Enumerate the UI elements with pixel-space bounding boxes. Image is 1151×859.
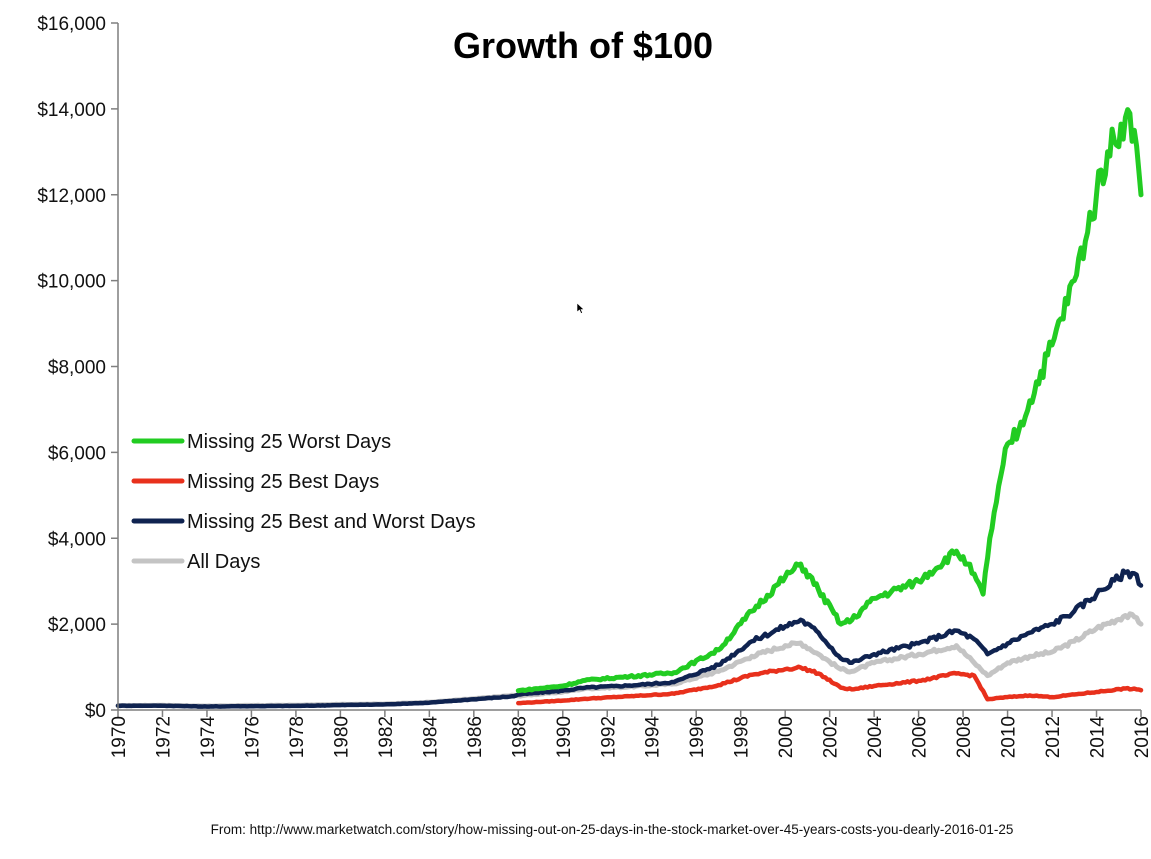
x-tick-label: 2012 (1043, 716, 1064, 758)
series-line-missing-25-worst-days (515, 107, 1144, 694)
y-tick-label: $0 (85, 701, 106, 722)
series-layer (115, 107, 1144, 709)
y-tick-label: $2,000 (48, 615, 106, 636)
y-tick-label: $6,000 (48, 443, 106, 464)
y-tick-label: $16,000 (37, 14, 106, 35)
legend-label: Missing 25 Worst Days (187, 431, 391, 453)
x-tick-label: 1974 (198, 716, 219, 759)
x-tick-label: 2016 (1132, 716, 1151, 758)
plot-area: $0 $2,000 $4,000 $6,000 $8,000 $10,000 $12,000… (37, 14, 1151, 758)
x-tick-label: 1986 (465, 716, 486, 758)
x-tick-label: 2010 (999, 716, 1020, 758)
legend-item: All Days (131, 551, 260, 573)
x-tick-label: 1996 (687, 716, 708, 758)
legend-label: Missing 25 Best Days (187, 471, 379, 493)
x-tick-label: 1994 (643, 716, 664, 759)
x-tick-label: 1970 (109, 716, 130, 758)
chart-title: Growth of $100 (453, 25, 713, 66)
x-tick-label: 2000 (776, 716, 797, 758)
x-tick-label: 2008 (954, 716, 975, 758)
series-line-missing-25-best-days (516, 664, 1144, 706)
y-tick-label: $12,000 (37, 186, 106, 207)
legend-label: Missing 25 Best and Worst Days (187, 511, 476, 533)
mouse-cursor-icon (576, 302, 585, 314)
x-tick-label: 2014 (1088, 716, 1109, 759)
x-axis-ticks: 1970 1972 1974 1976 1978 1980 1982 1984 1986 1988… (109, 710, 1151, 758)
x-tick-label: 1972 (153, 716, 174, 758)
x-tick-label: 1998 (732, 716, 753, 758)
x-tick-label: 2002 (821, 716, 842, 758)
x-tick-label: 2006 (910, 716, 931, 758)
legend-item: Missing 25 Best and Worst Days (131, 511, 476, 533)
x-tick-label: 1984 (420, 716, 441, 759)
x-tick-label: 1982 (376, 716, 397, 758)
series-line-missing-25-best-and-worst-days (115, 568, 1144, 709)
x-tick-label: 1988 (509, 716, 530, 758)
legend: Missing 25 Worst Days Missing 25 Best Day… (131, 431, 476, 573)
legend-item: Missing 25 Worst Days (131, 431, 391, 453)
x-tick-label: 2004 (865, 716, 886, 759)
legend-label: All Days (187, 551, 260, 573)
y-tick-label: $8,000 (48, 358, 106, 379)
x-tick-label: 1976 (242, 716, 263, 758)
y-axis-ticks: $0 $2,000 $4,000 $6,000 $8,000 $10,000 $12,000… (37, 14, 118, 722)
series-line-all-days (115, 611, 1144, 709)
y-tick-label: $14,000 (37, 100, 106, 121)
x-tick-label: 1980 (331, 716, 352, 758)
x-tick-label: 1992 (598, 716, 619, 758)
y-tick-label: $4,000 (48, 529, 106, 550)
x-tick-label: 1990 (554, 716, 575, 758)
y-tick-label: $10,000 (37, 272, 106, 293)
x-tick-label: 1978 (287, 716, 308, 758)
legend-item: Missing 25 Best Days (131, 471, 379, 493)
source-note: From: http://www.marketwatch.com/story/h… (211, 822, 1014, 837)
